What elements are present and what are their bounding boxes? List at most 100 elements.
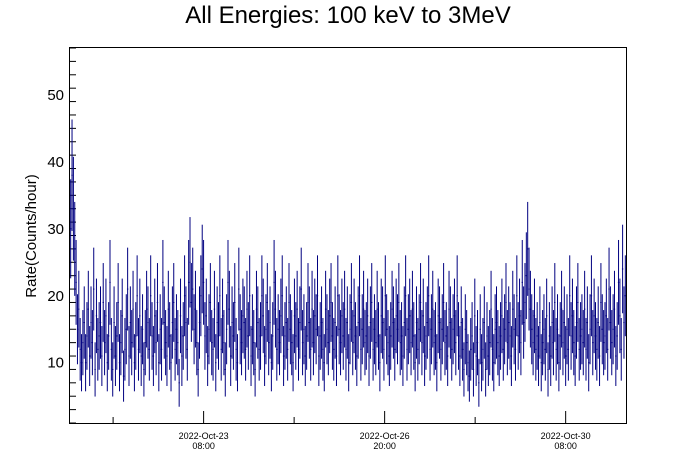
data-point: [556, 294, 559, 365]
data-point: [478, 358, 480, 407]
data-point: [234, 263, 236, 342]
data-point: [208, 294, 210, 365]
data-point: [239, 294, 241, 365]
x-tick-label: 2022-Oct-23: [179, 431, 229, 441]
data-point: [219, 255, 221, 337]
data-point: [72, 156, 75, 261]
y-tick-label: 50: [47, 87, 64, 104]
data-point: [353, 278, 355, 354]
data-point: [579, 302, 582, 370]
data-point: [609, 286, 612, 359]
data-point: [602, 310, 605, 376]
data-point: [278, 310, 281, 376]
data-point: [350, 263, 353, 342]
data-point: [147, 286, 149, 359]
data-point: [418, 294, 420, 365]
data-point: [364, 310, 366, 376]
data-point: [244, 318, 247, 381]
data-point: [465, 310, 468, 376]
data-point: [263, 326, 266, 387]
data-point: [410, 310, 412, 376]
data-point: [487, 326, 490, 387]
data-point: [361, 294, 363, 365]
data-point: [428, 255, 430, 337]
data-point: [442, 263, 445, 342]
data-point: [206, 326, 209, 387]
data-point: [600, 263, 602, 342]
data-point: [497, 310, 499, 376]
data-point: [133, 334, 136, 392]
data-point: [194, 270, 197, 348]
data-point: [362, 270, 365, 348]
data-point: [391, 270, 393, 348]
data-point: [573, 310, 575, 376]
data-point: [552, 310, 555, 376]
data-point: [522, 286, 525, 359]
data-point: [93, 247, 95, 331]
data-point: [254, 342, 256, 397]
data-point: [394, 318, 396, 381]
data-point: [186, 318, 188, 381]
data-point: [247, 302, 250, 370]
data-point: [277, 294, 279, 365]
data-point: [215, 334, 217, 392]
data-point: [521, 239, 523, 325]
data-point: [137, 318, 140, 381]
y-tick-label: 40: [47, 154, 64, 171]
data-point: [94, 342, 96, 397]
data-point: [385, 294, 388, 365]
data-point: [531, 294, 533, 365]
data-point: [525, 232, 528, 320]
data-point: [192, 247, 194, 331]
data-point: [315, 294, 317, 365]
data-point: [505, 263, 507, 342]
data-point: [158, 334, 160, 392]
data-point: [555, 318, 557, 381]
data-point: [132, 270, 134, 348]
data-point: [607, 318, 609, 381]
data-point: [406, 318, 408, 381]
data-point: [560, 270, 563, 348]
data-point: [484, 342, 487, 397]
data-point: [281, 255, 283, 337]
data-point: [319, 302, 321, 370]
data-point: [536, 302, 538, 370]
data-point: [76, 294, 79, 365]
data-point: [128, 326, 130, 387]
data-point: [297, 318, 300, 381]
data-point: [615, 326, 617, 387]
data-point: [173, 263, 175, 342]
data-point: [225, 294, 228, 365]
data-point: [441, 294, 443, 365]
data-point: [280, 278, 282, 354]
data-point: [387, 310, 389, 376]
data-point: [570, 302, 572, 370]
data-point: [399, 310, 401, 376]
data-point: [311, 270, 313, 348]
data-point: [300, 247, 302, 331]
data-point: [563, 286, 565, 359]
data-point: [267, 310, 270, 376]
data-point: [201, 224, 203, 314]
data-point: [122, 350, 125, 402]
data-point: [494, 294, 496, 365]
data-point: [377, 302, 380, 370]
data-point: [242, 278, 244, 354]
data-point: [456, 255, 458, 337]
data-point: [476, 310, 479, 376]
data-point: [74, 201, 76, 296]
data-point: [567, 318, 570, 381]
data-point: [491, 318, 494, 381]
data-point: [604, 302, 606, 370]
data-point: [181, 326, 183, 387]
data-point: [320, 286, 323, 359]
data-point: [562, 310, 564, 376]
data-point: [80, 334, 83, 392]
data-point: [574, 326, 576, 387]
data-point: [284, 302, 286, 370]
data-point: [75, 239, 77, 325]
data-point: [460, 286, 462, 359]
data-point: [337, 255, 339, 337]
data-point: [402, 326, 404, 387]
data-point: [369, 286, 372, 359]
